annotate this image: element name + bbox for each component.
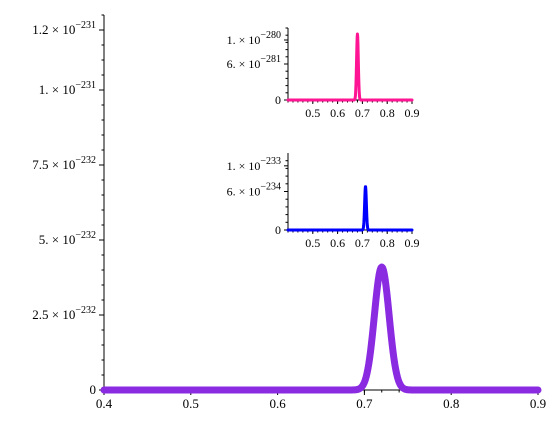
inset-bottom-y-tick-label: 0: [275, 223, 281, 237]
inset-top-x-tick-label: 0.6: [330, 106, 345, 120]
inset-top-series-line: [286, 32, 414, 102]
main-x-tick-label: 0.8: [443, 396, 459, 411]
main-y-tick-label: 0: [90, 382, 97, 397]
inset-bottom-plot: 0.5 0.6 0.7 0.8 0.9 0 6. × 10−234​ 1. × 10−233​: [227, 153, 420, 250]
main-y-tick-label: 2.5 × 10−232​: [32, 305, 96, 322]
inset-top-x-tick-label: 0.8: [380, 106, 395, 120]
main-x-tick-label: 0.6: [269, 396, 286, 411]
main-x-tick-label: 0.5: [183, 396, 199, 411]
main-y-tick-label: 1. × 10−231​: [39, 80, 96, 97]
inset-bottom-x-tick-label: 0.7: [355, 236, 370, 250]
main-series-line: [100, 263, 542, 394]
inset-bottom-series-line: [286, 185, 414, 232]
main-x-tick-label: 0.9: [530, 396, 546, 411]
main-plot: 0.4 0.5 0.6 0.7 0.8 0.9 0 2.5 × 10−232​ 5. × 10−…: [32, 14, 546, 411]
inset-top-y-tick-label: 1. × 10−280​: [227, 30, 281, 47]
inset-top-y-tick-label: 0: [275, 93, 281, 107]
inset-top-x-tick-label: 0.7: [355, 106, 370, 120]
main-x-tick-label: 0.4: [96, 396, 113, 411]
main-y-tick-label: 7.5 × 10−232​: [32, 155, 96, 172]
main-x-tick-label: 0.7: [356, 396, 373, 411]
inset-bottom-x-tick-label: 0.6: [330, 236, 345, 250]
inset-top-y-tick-label: 6. × 10−281​: [227, 54, 281, 71]
main-y-tick-label: 5. × 10−232​: [39, 230, 96, 247]
inset-bottom-x-tick-label: 0.8: [380, 236, 395, 250]
inset-bottom-x-tick-label: 0.5: [305, 236, 320, 250]
inset-top-x-tick-label: 0.9: [405, 106, 420, 120]
inset-bottom-y-tick-label: 1. × 10−233​: [227, 156, 281, 173]
inset-top-plot: 0.5 0.6 0.7 0.8 0.9 0 6. × 10−281​ 1. × 10−280​: [227, 27, 420, 120]
main-y-tick-label: 1.2 × 10−231​: [32, 20, 96, 37]
inset-bottom-y-tick-label: 6. × 10−234​: [227, 182, 281, 199]
inset-bottom-x-tick-label: 0.9: [405, 236, 420, 250]
inset-top-x-tick-label: 0.5: [305, 106, 320, 120]
